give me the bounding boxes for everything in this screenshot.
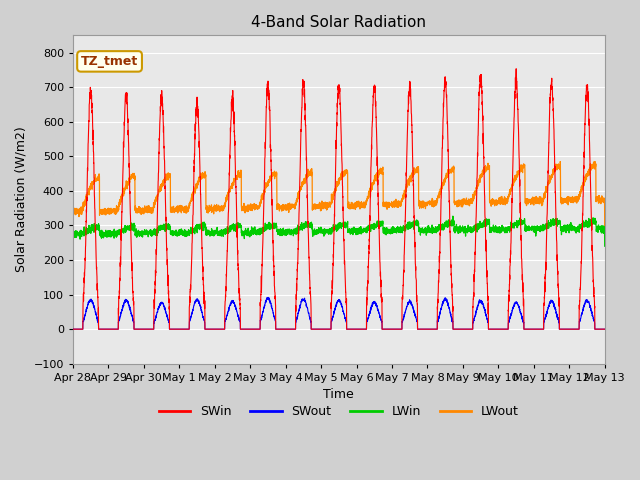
X-axis label: Time: Time (323, 388, 354, 401)
Text: TZ_tmet: TZ_tmet (81, 55, 138, 68)
Title: 4-Band Solar Radiation: 4-Band Solar Radiation (252, 15, 426, 30)
Legend: SWin, SWout, LWin, LWout: SWin, SWout, LWin, LWout (154, 400, 524, 423)
Y-axis label: Solar Radiation (W/m2): Solar Radiation (W/m2) (15, 127, 28, 273)
